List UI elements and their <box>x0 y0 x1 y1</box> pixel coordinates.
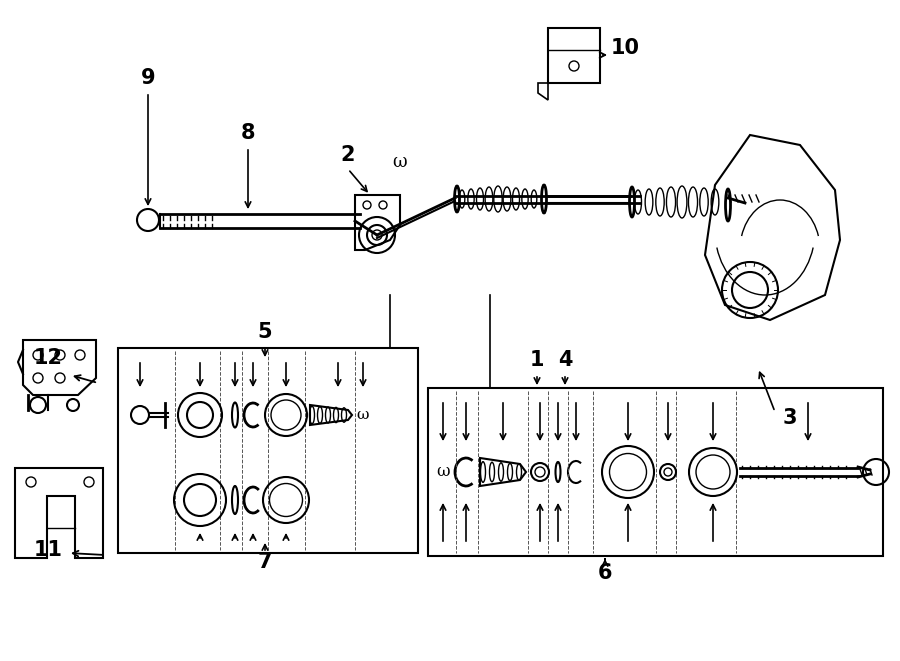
Text: 8: 8 <box>241 123 256 143</box>
Text: 11: 11 <box>33 540 62 560</box>
Text: 5: 5 <box>257 322 273 342</box>
Text: 2: 2 <box>341 145 356 165</box>
Bar <box>118 348 418 553</box>
Text: 3: 3 <box>783 408 797 428</box>
Text: 6: 6 <box>598 563 612 583</box>
Text: 4: 4 <box>558 350 572 370</box>
Text: 12: 12 <box>33 348 62 368</box>
Text: 10: 10 <box>610 38 640 58</box>
Text: ω: ω <box>392 153 408 171</box>
Text: ω: ω <box>356 408 369 422</box>
Circle shape <box>131 406 149 424</box>
Bar <box>428 388 883 556</box>
Text: 7: 7 <box>257 552 272 572</box>
Bar <box>548 28 600 83</box>
Text: 9: 9 <box>140 68 156 88</box>
Text: 1: 1 <box>530 350 544 370</box>
Text: ω: ω <box>436 463 450 481</box>
